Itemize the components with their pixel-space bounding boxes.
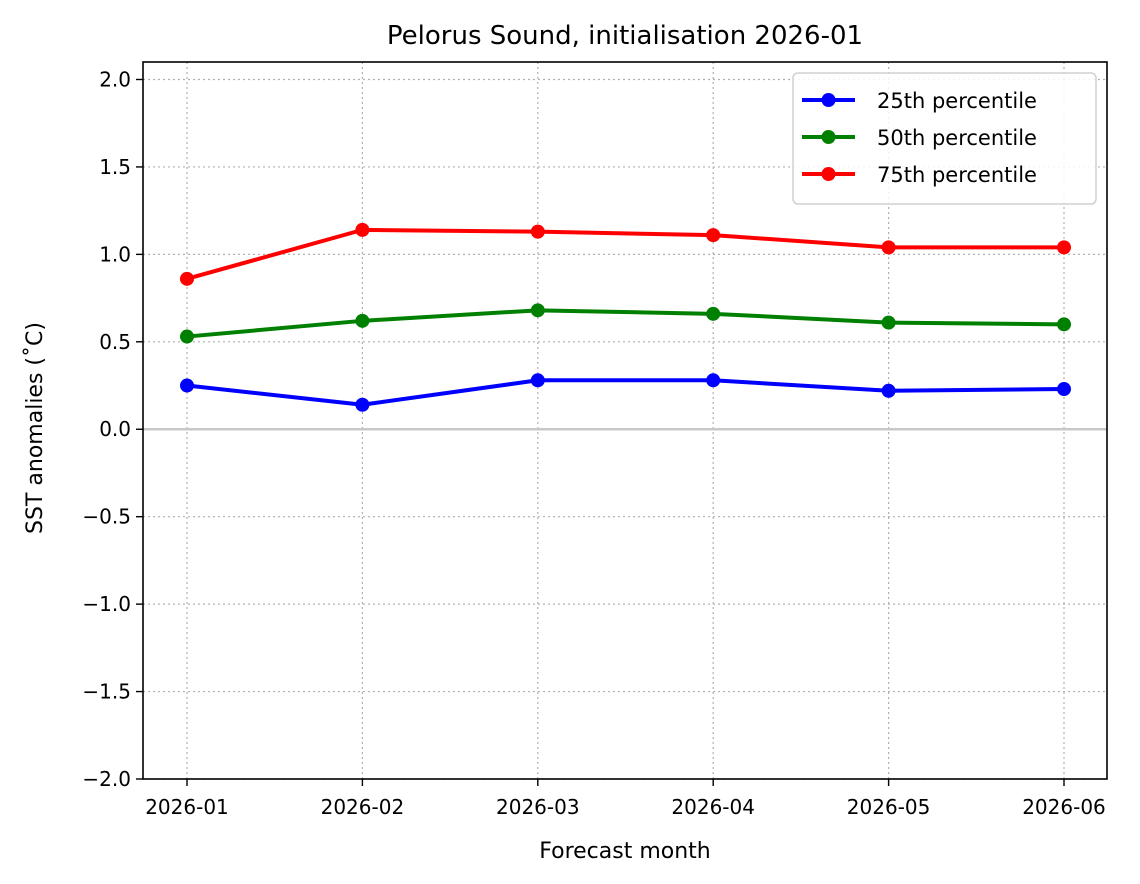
series-line xyxy=(186,378,1065,407)
legend-label: 50th percentile xyxy=(877,126,1037,150)
data-point xyxy=(355,222,370,237)
legend-marker xyxy=(821,93,836,107)
data-point xyxy=(706,373,721,388)
series-line xyxy=(186,308,1065,339)
x-tick-label: 2026-05 xyxy=(847,795,931,819)
x-tick-label: 2026-06 xyxy=(1022,795,1106,819)
legend-label: 25th percentile xyxy=(877,89,1037,113)
y-tick-label: −0.5 xyxy=(82,505,131,529)
series-1 xyxy=(180,373,1071,412)
legend-marker xyxy=(821,130,836,144)
y-tick-label: 2.0 xyxy=(99,67,131,91)
data-point xyxy=(706,228,721,243)
series-line xyxy=(186,227,1064,281)
y-tick-label: 0.5 xyxy=(99,330,131,354)
data-point xyxy=(1057,317,1071,332)
y-tick-label: −1.0 xyxy=(82,592,131,616)
data-point xyxy=(706,306,721,321)
x-tick-label: 2026-01 xyxy=(145,795,229,819)
y-tick-label: −1.5 xyxy=(82,680,131,704)
legend-item: 50th percentile xyxy=(802,126,1037,150)
legend-item: 25th percentile xyxy=(802,89,1037,113)
data-point xyxy=(1057,382,1071,397)
data-point xyxy=(180,329,194,344)
data-point xyxy=(530,303,545,318)
legend-item: 75th percentile xyxy=(802,163,1037,187)
data-point xyxy=(881,240,896,255)
data-point xyxy=(530,224,545,239)
y-tick-label: 1.5 xyxy=(99,155,131,179)
x-tick-label: 2026-02 xyxy=(321,795,405,819)
y-tick-label: 1.0 xyxy=(99,242,131,266)
plot-area-frame xyxy=(142,61,1108,780)
series-layer xyxy=(180,222,1071,412)
legend-label: 75th percentile xyxy=(877,163,1037,187)
y-axis-ticks: −2.0 −1.5 −1.0 −0.5 0.0 0.5 1.0 1.5 2.0 xyxy=(82,67,143,791)
data-point xyxy=(1057,240,1071,255)
data-point xyxy=(180,271,194,286)
data-point xyxy=(180,378,194,393)
data-point xyxy=(881,315,896,330)
y-tick-label: −2.0 xyxy=(82,767,131,791)
series-2 xyxy=(180,303,1071,344)
y-tick-label: 0.0 xyxy=(99,417,131,441)
data-point xyxy=(355,313,370,328)
x-axis-ticks: 2026-01 2026-02 2026-03 2026-04 2026-05 2026-… xyxy=(145,779,1106,819)
legend-frame xyxy=(792,72,1097,205)
data-point xyxy=(530,373,545,388)
chart-title: Pelorus Sound, initialisation 2026-01 xyxy=(387,21,863,51)
legend-marker xyxy=(821,167,836,181)
series-3 xyxy=(180,222,1071,286)
x-axis-label: Forecast month xyxy=(539,839,711,864)
data-point xyxy=(881,383,896,398)
y-axis-label: SST anomalies (˚C) xyxy=(23,322,48,534)
x-tick-label: 2026-04 xyxy=(671,795,755,819)
data-point xyxy=(355,397,370,412)
legend: 25th percentile 50th percentile 75th perce… xyxy=(792,72,1097,205)
x-tick-label: 2026-03 xyxy=(496,795,580,819)
